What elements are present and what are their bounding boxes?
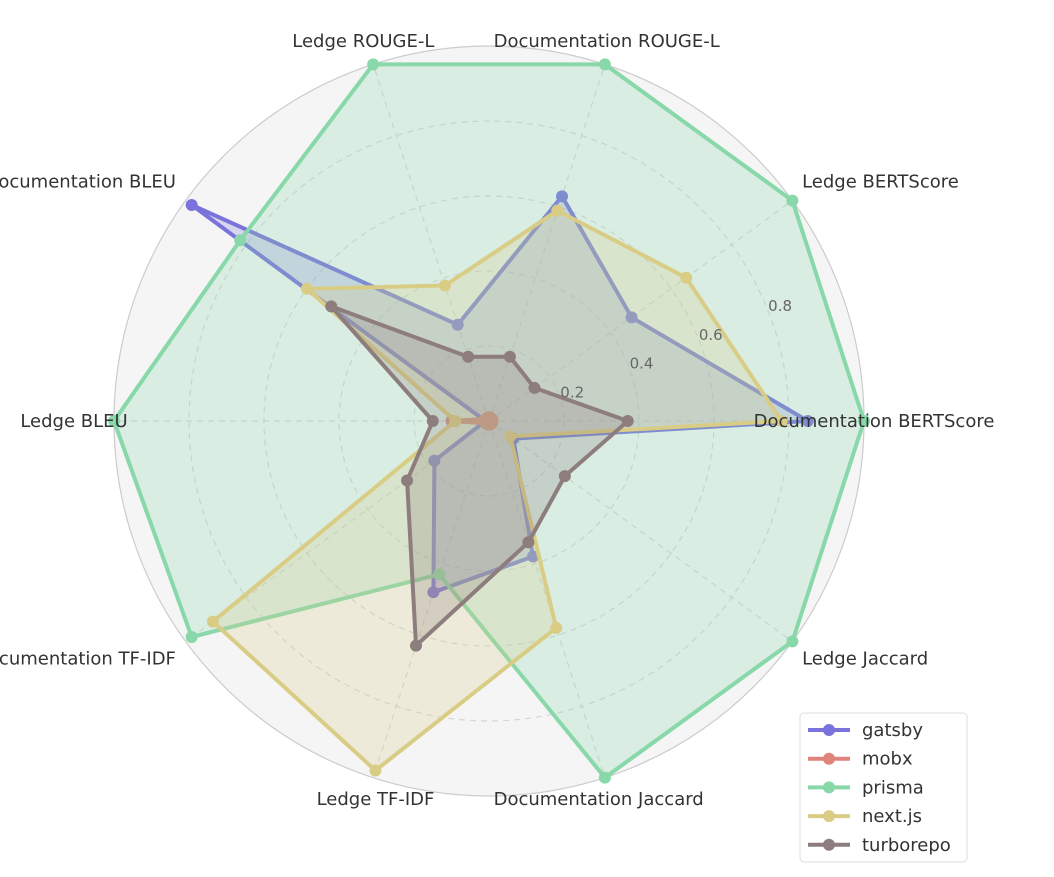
grid-spoke bbox=[488, 64, 606, 422]
legend-label: mobx bbox=[862, 749, 913, 770]
radar-axis-labels: 0.2 0.4 0.6 0.8 Documentation BERTScore Ledge… bbox=[0, 31, 994, 810]
data-point bbox=[598, 58, 611, 71]
axis-label: Ledge TF-IDF bbox=[317, 789, 435, 810]
data-point bbox=[428, 454, 441, 467]
data-point bbox=[426, 415, 439, 427]
radial-tick-label: 0.4 bbox=[630, 355, 654, 373]
data-point bbox=[598, 771, 611, 784]
axis-label: Documentation TF-IDF bbox=[0, 648, 176, 669]
data-point bbox=[556, 190, 569, 203]
data-point bbox=[801, 415, 814, 427]
legend-label: next.js bbox=[862, 806, 922, 827]
data-point bbox=[550, 621, 563, 634]
series-next-js bbox=[206, 204, 788, 777]
axis-label: Documentation BERTScore bbox=[754, 411, 995, 432]
data-point bbox=[504, 430, 517, 443]
data-point bbox=[433, 568, 446, 581]
legend-item: prisma bbox=[808, 777, 924, 798]
legend-label: prisma bbox=[862, 777, 924, 798]
data-point bbox=[551, 204, 564, 217]
legend-item: gatsby bbox=[808, 720, 923, 741]
data-point bbox=[786, 635, 799, 648]
data-point bbox=[775, 415, 788, 427]
data-point bbox=[680, 271, 693, 284]
data-point bbox=[522, 536, 535, 549]
data-point bbox=[401, 474, 414, 487]
axis-label: Ledge ROUGE-L bbox=[292, 31, 434, 52]
data-point bbox=[367, 58, 380, 71]
series-area bbox=[114, 64, 864, 778]
grid-ring bbox=[413, 345, 565, 497]
data-point bbox=[300, 282, 313, 295]
series-area bbox=[212, 210, 782, 771]
legend-swatch-marker bbox=[823, 781, 835, 794]
radial-tick-label: 0.6 bbox=[699, 326, 723, 344]
data-point bbox=[369, 764, 382, 777]
legend-swatch-marker bbox=[823, 838, 835, 851]
legend-item: mobx bbox=[808, 749, 913, 770]
legend-swatch-marker bbox=[823, 752, 835, 765]
radial-tick-label: 0.8 bbox=[768, 297, 792, 315]
data-point bbox=[528, 381, 541, 394]
data-point bbox=[558, 470, 571, 483]
data-point bbox=[503, 350, 516, 363]
data-point bbox=[206, 615, 219, 628]
grid-spoke bbox=[372, 420, 490, 778]
legend-box bbox=[799, 712, 968, 863]
series-area bbox=[331, 306, 628, 646]
legend-item: next.js bbox=[808, 806, 922, 827]
data-point bbox=[858, 415, 870, 427]
data-point bbox=[451, 318, 464, 331]
series-turborepo bbox=[325, 300, 634, 652]
grid-spoke bbox=[488, 420, 793, 642]
data-point bbox=[325, 300, 338, 313]
axis-label: Ledge BERTScore bbox=[802, 172, 959, 193]
data-point bbox=[462, 350, 475, 363]
data-point bbox=[438, 279, 451, 292]
grid-spoke bbox=[372, 64, 490, 422]
data-point bbox=[427, 586, 440, 599]
legend-item: turborepo bbox=[808, 835, 951, 856]
data-point bbox=[409, 639, 422, 652]
grid-spoke bbox=[488, 200, 793, 422]
data-point bbox=[621, 415, 634, 427]
axis-label: Ledge BLEU bbox=[20, 411, 127, 432]
series-prisma bbox=[108, 58, 870, 784]
legend-swatch-marker bbox=[823, 724, 835, 736]
data-point bbox=[486, 417, 499, 430]
legend-label: turborepo bbox=[862, 835, 951, 856]
data-point bbox=[185, 198, 198, 211]
axis-label: Documentation ROUGE-L bbox=[494, 31, 720, 52]
legend-label: gatsby bbox=[862, 720, 923, 741]
legend: gatsby mobx prisma next.js turborepo bbox=[799, 712, 968, 863]
data-point bbox=[527, 550, 540, 563]
data-point bbox=[625, 311, 638, 324]
axis-label: Ledge Jaccard bbox=[802, 648, 928, 669]
axis-label: Documentation Jaccard bbox=[494, 789, 704, 810]
radar-series bbox=[108, 58, 870, 784]
data-point bbox=[234, 234, 247, 247]
data-point bbox=[108, 415, 120, 427]
legend-swatch-marker bbox=[823, 810, 835, 823]
series-area bbox=[191, 196, 808, 593]
grid-spoke bbox=[488, 420, 606, 778]
radial-tick-label: 0.2 bbox=[560, 383, 584, 401]
data-point bbox=[786, 194, 799, 207]
data-point bbox=[449, 415, 462, 427]
data-point bbox=[185, 631, 198, 644]
axis-label: Documentation BLEU bbox=[0, 172, 176, 193]
